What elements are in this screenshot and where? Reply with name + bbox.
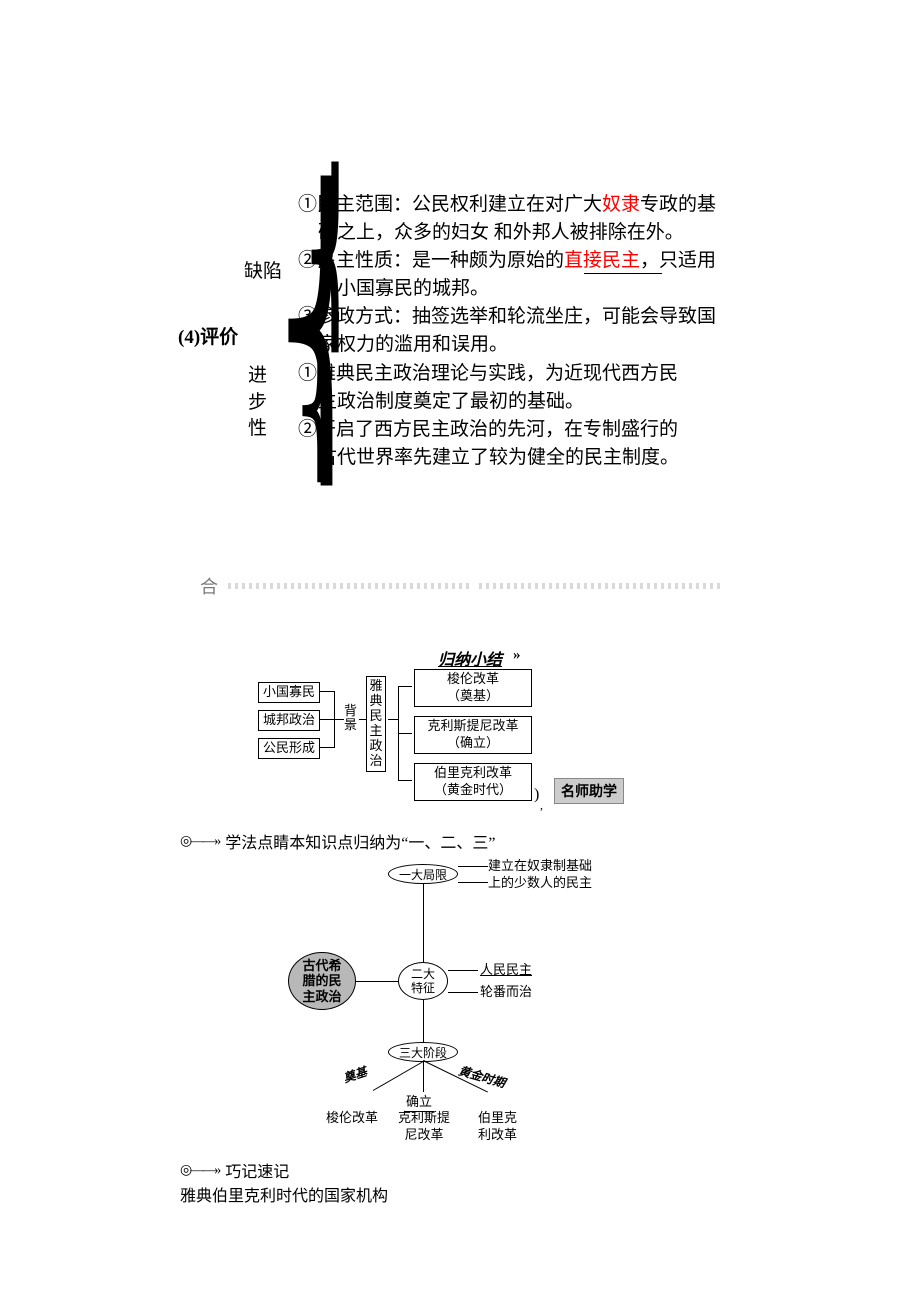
- athens-label: 雅 典 民 主 政 治: [366, 676, 386, 772]
- tline1: [458, 866, 488, 867]
- sep-dots-right: [479, 583, 720, 589]
- line-r3: [398, 780, 412, 781]
- defect-1b: 础之上，众多的妇女 和外邦人被排除在外。: [318, 219, 684, 248]
- mid-text-2: 轮番而治: [480, 984, 532, 1001]
- line-r2: [398, 733, 412, 734]
- defect-label: 缺陷: [244, 256, 282, 283]
- top-text: 建立在奴隶制基础 上的少数人的民主: [488, 858, 592, 892]
- line-l3: [320, 747, 334, 748]
- mline1: [448, 970, 478, 971]
- defect-2a: ②民主性质：是一种颇为原始的直接民主，只适用: [298, 247, 716, 276]
- eval-label: (4)评价: [178, 322, 238, 349]
- defect-3a: ③参政方式：抽签选举和轮流坐庄，可能会导致国: [298, 303, 716, 332]
- left-box-3: 公民形成: [258, 738, 320, 759]
- vline-bot: [423, 1000, 424, 1042]
- right-box-2: 克利斯提尼改革 （确立）: [414, 716, 532, 754]
- line-lc: [334, 719, 344, 720]
- progress-1b: 主政治制度奠定了最初的基础。: [318, 388, 584, 417]
- sep-dots-left: [228, 583, 469, 589]
- ornament-icon: ◎——»: [180, 833, 219, 850]
- branch-m: [423, 1062, 424, 1092]
- progress-2a: ②开启了西方民主政治的先河，在专制盛行的: [298, 416, 678, 445]
- stage-2: 克利斯提 尼改革: [398, 1110, 450, 1144]
- underline: [584, 273, 662, 274]
- branch-l: [373, 1060, 425, 1091]
- line-l1: [320, 691, 334, 692]
- center-circle: 古代希 腊的民 主政治: [288, 952, 356, 1010]
- mline2: [448, 992, 478, 993]
- mid-oval: 二大 特征: [398, 962, 448, 1000]
- line-r1: [398, 686, 412, 687]
- 123-diagram: 一大局限 建立在奴隶制基础 上的少数人的民主 古代希 腊的民 主政治 二大 特征…: [288, 862, 668, 1152]
- right-box-1: 梭伦改革 （奠基）: [414, 669, 532, 707]
- progress-2b: 古代世界率先建立了较为健全的民主制度。: [318, 444, 679, 473]
- section-2-title: ◎——» 巧记速记: [180, 1158, 289, 1182]
- defect-1a: ①民主范围：公民权利建立在对广大奴隶专政的基: [298, 191, 716, 220]
- top-oval: 一大局限: [388, 864, 458, 884]
- right-paren: ): [534, 786, 539, 804]
- progress-1a: ①雅典民主政治理论与实践，为近现代西方民: [298, 360, 678, 389]
- section-1-title: ◎——» 学法点睛 本知识点归纳为“一、二、三”: [180, 829, 495, 853]
- d1-title: 归纳小结: [438, 646, 502, 670]
- hline-center: [356, 981, 398, 982]
- summary-diagram: 归纳小结 » 小国寡民 城邦政治 公民形成 背 景 雅 典 民 主 政 治 梭伦…: [258, 646, 718, 816]
- comma: ,: [540, 798, 543, 813]
- vline-top: [423, 884, 424, 962]
- slant-1: 奠基: [341, 1063, 369, 1087]
- bg-label: 背 景: [344, 704, 357, 733]
- left-box-1: 小国寡民: [258, 682, 320, 703]
- teacher-badge: 名师助学: [554, 778, 624, 804]
- separator: 合: [200, 571, 720, 601]
- mid-text-1: 人民民主: [480, 962, 532, 979]
- line-rc: [388, 719, 398, 720]
- ornament-icon-2: ◎——»: [180, 1162, 219, 1179]
- tline2: [458, 882, 488, 883]
- defect-3b: 家权力的滥用和误用。: [318, 331, 508, 360]
- right-box-3: 伯里克利改革 （黄金时代）: [414, 763, 532, 801]
- sep-char: 合: [200, 573, 218, 599]
- stage-1: 梭伦改革: [326, 1110, 378, 1127]
- defect-2b: 于小国寡民的城邦。: [318, 275, 489, 304]
- page: (4)评价 ⎨ 缺陷 ⎨ ①民主范围：公民权利建立在对广大奴隶专政的基 础之上，…: [0, 0, 920, 1302]
- left-box-2: 城邦政治: [258, 710, 320, 731]
- line-l2: [320, 719, 334, 720]
- d1-arrow-icon: »: [513, 647, 521, 664]
- stage-3: 伯里克 利改革: [478, 1110, 517, 1144]
- slant-3: 黄金时期: [457, 1062, 508, 1092]
- progress-label: 进 步 性: [248, 363, 267, 443]
- bottom-line: 雅典伯里克利时代的国家机构: [180, 1182, 388, 1206]
